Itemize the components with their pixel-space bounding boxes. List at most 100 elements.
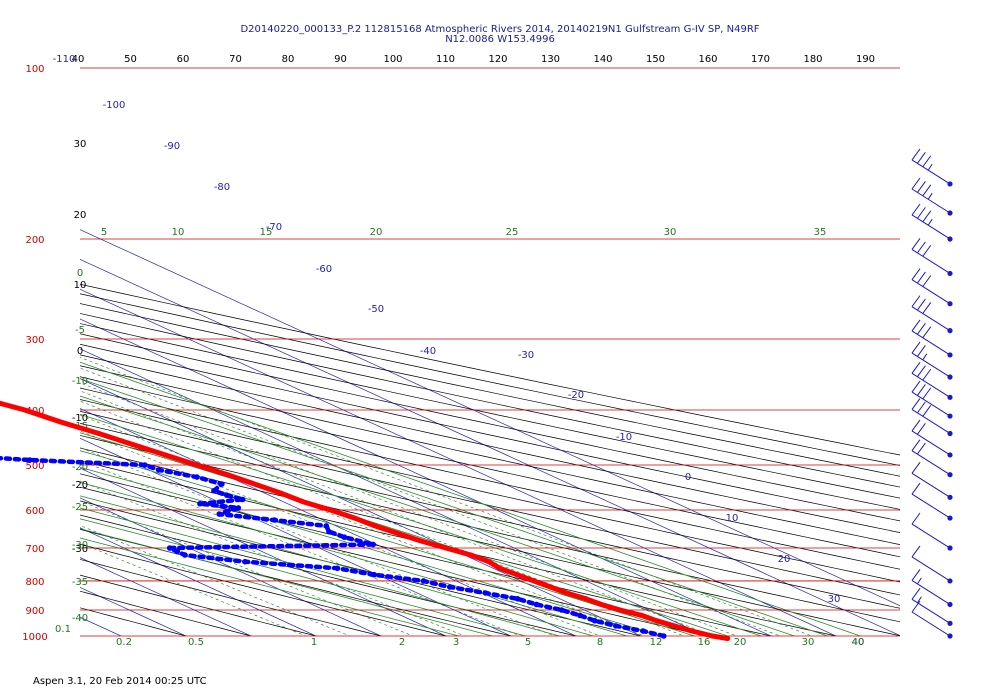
mixing-ratio-label: -30 — [72, 540, 88, 551]
mixing-ratio-label: -20 — [72, 462, 88, 473]
moist-adiabat-label: 10 — [172, 227, 185, 238]
wind-barb-staff — [911, 188, 951, 214]
wind-barb-staff — [911, 391, 951, 417]
wind-barb-flag — [911, 398, 921, 410]
mixing-ratio-line — [80, 390, 715, 636]
pressure-tick-label: 600 — [25, 506, 44, 517]
temperature-point — [548, 584, 554, 590]
temperature-point — [129, 441, 135, 447]
isotherm-label: 40 — [852, 637, 865, 648]
wind-barb-flag — [911, 177, 921, 190]
dry-adiabat-line — [80, 293, 900, 466]
top-axis-label: 150 — [646, 54, 665, 65]
dewpoint-point — [577, 612, 583, 619]
dewpoint-point — [446, 584, 453, 590]
dry-adiabat-line — [80, 410, 900, 596]
wind-barb-flag — [916, 152, 926, 164]
wind-barb-half-flag — [916, 577, 922, 585]
dry-adiabat-line — [80, 343, 900, 522]
isotherm-label: 30 — [828, 594, 841, 605]
moist-adiabat-line — [80, 537, 461, 636]
dry-adiabat-line — [80, 486, 708, 636]
wind-barb-flag — [911, 268, 921, 280]
wind-barb-staff — [911, 159, 951, 185]
pressure-tick-label: 500 — [25, 461, 44, 472]
wind-barb-flag — [911, 462, 921, 474]
dry-adiabat-line — [80, 590, 253, 636]
dewpoint-point — [334, 565, 341, 572]
wind-barb-flag — [911, 380, 921, 393]
temperature-point — [514, 572, 520, 578]
mixing-ratio-line — [80, 542, 307, 636]
temperature-point — [277, 490, 283, 496]
isotherm-label: -70 — [266, 222, 282, 233]
temperature-point — [599, 601, 605, 607]
wind-barb-flag — [916, 345, 926, 357]
wind-barb-flag — [911, 341, 921, 354]
dewpoint-point — [194, 474, 200, 480]
top-axis-label: -110 — [53, 54, 76, 65]
top-axis-label: 190 — [856, 54, 875, 65]
isotherm-line — [80, 288, 837, 636]
temperature-point — [352, 515, 358, 521]
footer-text: Aspen 3.1, 20 Feb 2014 00:25 UTC — [33, 676, 207, 687]
mixing-ratio-bottom-label: 5 — [525, 637, 531, 648]
temperature-point — [328, 507, 334, 513]
wind-barb-flag — [911, 545, 921, 558]
dewpoint-point — [482, 590, 489, 596]
dry-adiabat-label: 10 — [74, 280, 87, 291]
dewpoint-point — [326, 528, 332, 535]
wind-barb-flag — [911, 148, 921, 161]
mixing-ratio-bottom-label: 0.5 — [188, 637, 204, 648]
temperature-point — [225, 472, 231, 478]
chart-subtitle: N12.0086 W153.4996 — [445, 34, 555, 45]
isotherm-label: -100 — [103, 100, 126, 111]
wind-barb-staff — [911, 556, 951, 582]
dry-adiabat-line — [80, 283, 900, 456]
temperature-point — [251, 481, 257, 487]
pressure-tick-label: 700 — [25, 544, 44, 555]
temperature-point — [443, 545, 449, 551]
isotherm-line — [80, 467, 447, 636]
dry-adiabat-label: -20 — [72, 480, 88, 491]
dewpoint-point — [420, 578, 427, 584]
top-axis-label: 140 — [593, 54, 612, 65]
pressure-tick-label: 800 — [25, 577, 44, 588]
dry-adiabat-line — [80, 387, 900, 570]
wind-barb-flag — [922, 210, 932, 223]
dewpoint-point — [141, 462, 148, 468]
moist-adiabat-label: 20 — [370, 227, 383, 238]
pressure-tick-label: 200 — [25, 235, 44, 246]
dewpoint-point — [211, 487, 217, 494]
dry-adiabat-line — [80, 422, 900, 609]
top-axis-label: 80 — [282, 54, 295, 65]
wind-barb-flag — [922, 368, 932, 381]
dry-adiabat-line — [80, 460, 838, 636]
dry-adiabat-label: 30 — [74, 139, 87, 150]
dewpoint-point — [591, 617, 598, 624]
dewpoint-point — [558, 607, 565, 613]
top-axis-label: 70 — [229, 54, 242, 65]
mixing-ratio-line — [80, 447, 556, 636]
isotherm-label: -80 — [214, 182, 230, 193]
wind-barb-flag — [916, 207, 926, 219]
mixing-ratio-label: -35 — [72, 577, 88, 588]
temperature-point — [300, 499, 306, 505]
pressure-tick-label: 900 — [25, 606, 44, 617]
dry-adiabat-line — [80, 500, 643, 636]
mixing-ratio-line — [80, 400, 686, 636]
temperature-point — [395, 531, 401, 537]
dewpoint-point — [174, 548, 181, 555]
wind-barb-staff — [911, 306, 951, 332]
top-axis-label: 110 — [436, 54, 455, 65]
wind-barb-flag — [916, 181, 926, 193]
wind-barb-half-flag — [927, 163, 933, 171]
dry-adiabat-line — [80, 559, 383, 636]
dewpoint-point — [182, 552, 188, 558]
wind-barb-flag — [911, 588, 921, 600]
isotherm-label: -30 — [518, 350, 534, 361]
moist-adiabat-line — [80, 528, 494, 636]
dry-adiabat-line — [80, 514, 578, 636]
wind-barb-flag — [911, 600, 921, 613]
isotherm-line — [80, 259, 900, 636]
